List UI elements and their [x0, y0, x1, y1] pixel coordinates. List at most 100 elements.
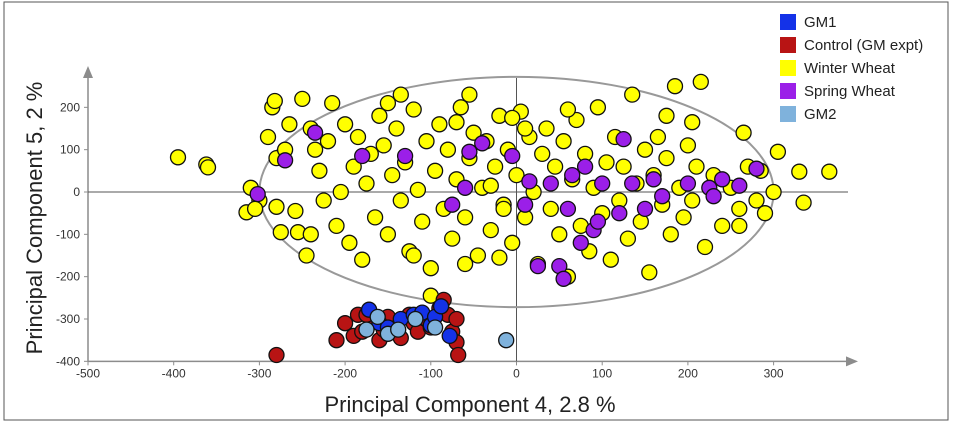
point-gm2 [358, 321, 375, 338]
point-spring-wheat [276, 152, 294, 169]
point-winter-wheat [666, 78, 684, 95]
x-tick-label: -200 [333, 366, 357, 380]
point-winter-wheat [568, 111, 585, 129]
point-spring-wheat [542, 175, 559, 192]
legend-label: GM1 [804, 14, 837, 31]
point-winter-wheat [684, 192, 701, 209]
point-winter-wheat [748, 192, 765, 209]
x-tick-label: -100 [419, 366, 443, 380]
point-winter-wheat [551, 226, 568, 243]
point-winter-wheat [371, 107, 388, 124]
point-winter-wheat [461, 86, 478, 103]
point-winter-wheat [735, 124, 752, 141]
point-spring-wheat [654, 188, 671, 205]
point-winter-wheat [315, 192, 332, 209]
legend-label: Spring Wheat [804, 83, 896, 100]
point-spring-wheat [594, 175, 611, 192]
point-winter-wheat [409, 181, 427, 199]
tick-labels: -500 -400 -300 -200 -100 0 100 200 300-400-300-2… [56, 100, 784, 380]
point-spring-wheat [555, 270, 572, 287]
legend-label: GM2 [804, 106, 837, 123]
y-tick-label: 200 [60, 100, 80, 114]
point-winter-wheat [379, 226, 397, 243]
point-winter-wheat [298, 247, 315, 264]
point-winter-wheat [658, 107, 675, 124]
legend: GM1 Control (GM expt) Winter Wheat Spring W… [780, 14, 923, 123]
point-winter-wheat [504, 234, 521, 251]
point-winter-wheat [431, 116, 448, 133]
point-spring-wheat [474, 135, 491, 152]
point-spring-wheat [731, 177, 748, 194]
point-winter-wheat [679, 137, 697, 154]
y-tick-label: -100 [56, 227, 80, 241]
point-winter-wheat [482, 221, 499, 239]
point-winter-wheat [354, 251, 371, 268]
point-spring-wheat [636, 200, 654, 218]
point-spring-wheat [714, 171, 731, 188]
point-winter-wheat [336, 116, 354, 133]
points-layer [169, 73, 838, 364]
point-winter-wheat [349, 128, 367, 146]
point-winter-wheat [422, 260, 439, 277]
point-spring-wheat [576, 158, 594, 175]
point-spring-wheat [748, 160, 765, 177]
point-spring-wheat [504, 147, 521, 165]
point-gm2 [369, 308, 386, 326]
point-gm2 [498, 332, 515, 349]
point-winter-wheat [756, 205, 774, 222]
point-spring-wheat [444, 196, 461, 213]
legend-label: Winter Wheat [804, 60, 896, 77]
point-winter-wheat [555, 133, 572, 150]
point-spring-wheat [456, 179, 474, 196]
point-winter-wheat [392, 192, 409, 209]
point-spring-wheat [529, 257, 547, 275]
point-winter-wheat [345, 158, 362, 175]
point-control-gm-expt [448, 310, 465, 328]
legend-swatch [780, 14, 796, 30]
point-spring-wheat [624, 175, 641, 192]
point-winter-wheat [692, 73, 709, 91]
point-winter-wheat [589, 99, 607, 116]
point-winter-wheat [379, 94, 397, 112]
point-winter-wheat [602, 251, 619, 268]
point-winter-wheat [405, 247, 422, 264]
point-winter-wheat [324, 94, 341, 112]
point-winter-wheat [319, 133, 337, 150]
point-winter-wheat [731, 200, 748, 218]
point-winter-wheat [328, 217, 345, 235]
point-spring-wheat [559, 200, 577, 218]
point-winter-wheat [268, 198, 285, 215]
point-winter-wheat [658, 149, 675, 167]
point-winter-wheat [534, 145, 551, 163]
x-tick-label: -400 [162, 366, 186, 380]
point-winter-wheat [508, 166, 525, 184]
point-winter-wheat [504, 109, 521, 127]
point-spring-wheat [461, 143, 478, 160]
point-winter-wheat [731, 217, 748, 235]
y-tick-label: -400 [56, 354, 80, 368]
point-winter-wheat [491, 249, 508, 266]
point-gm2 [426, 319, 444, 336]
point-winter-wheat [169, 149, 187, 166]
x-axis-title: Principal Component 4, 2.8 % [324, 392, 615, 417]
x-tick-label: 300 [764, 366, 784, 380]
point-winter-wheat [662, 226, 679, 243]
point-winter-wheat [384, 166, 401, 184]
point-control-gm-expt [328, 332, 345, 349]
point-spring-wheat [615, 130, 632, 148]
point-spring-wheat [611, 205, 628, 222]
legend-label: Control (GM expt) [804, 37, 923, 54]
point-spring-wheat [354, 147, 371, 165]
point-winter-wheat [684, 114, 701, 131]
point-winter-wheat [615, 158, 632, 175]
point-winter-wheat [649, 128, 667, 146]
point-spring-wheat [589, 213, 607, 230]
point-winter-wheat [439, 141, 457, 158]
point-spring-wheat [645, 171, 662, 188]
point-spring-wheat [306, 124, 324, 141]
point-control-gm-expt [336, 315, 354, 332]
point-winter-wheat [448, 114, 465, 131]
point-spring-wheat [564, 166, 581, 184]
y-tick-label: 100 [60, 143, 80, 157]
